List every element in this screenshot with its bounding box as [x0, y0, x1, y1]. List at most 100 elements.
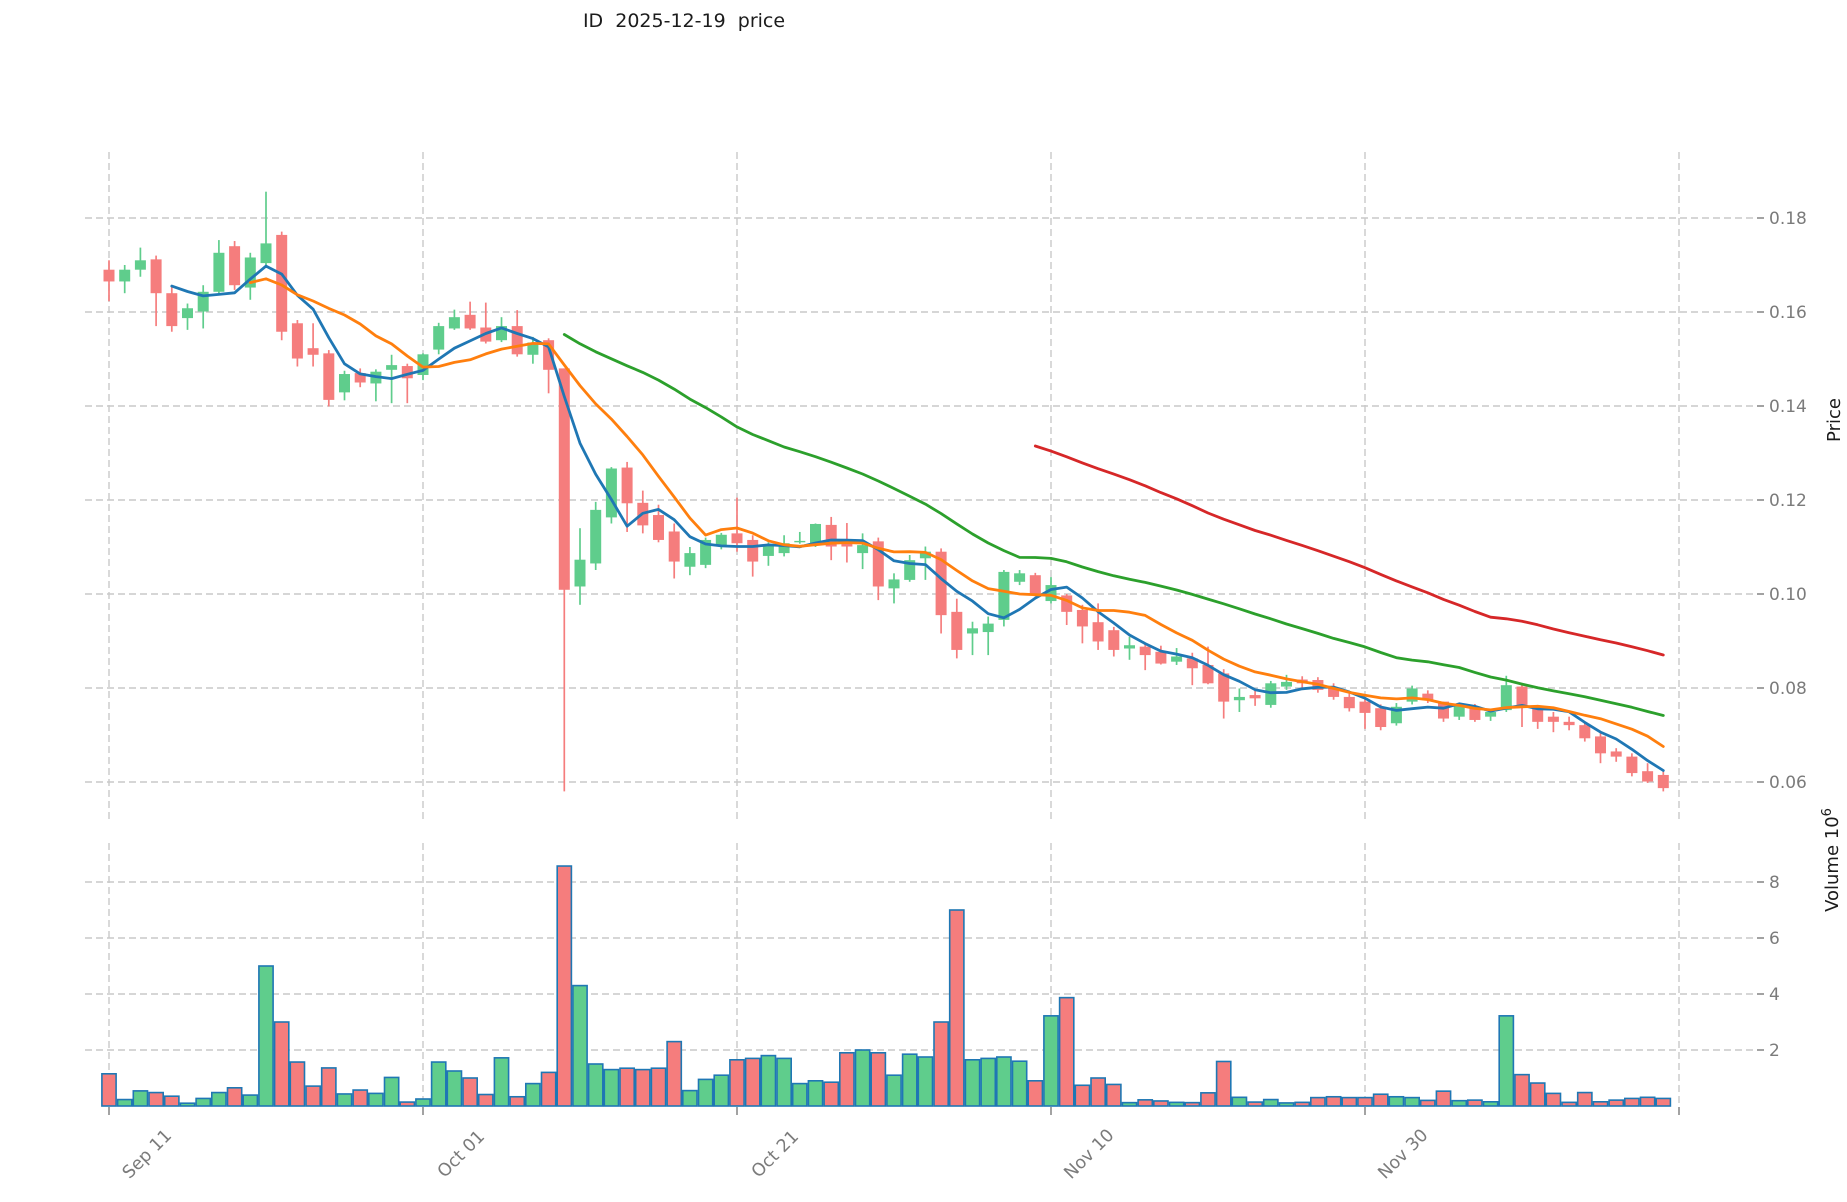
- volume-bar: [1639, 1096, 1656, 1107]
- volume-bar: [995, 1056, 1012, 1107]
- volume-bar: [1608, 1099, 1625, 1107]
- volume-bar: [666, 1040, 683, 1107]
- candle-body-up: [182, 308, 193, 319]
- price-tick-label: 0.08: [1769, 679, 1807, 699]
- candle-body-down: [1108, 630, 1120, 650]
- volume-bar: [681, 1089, 698, 1107]
- price-tick-label: 0.12: [1769, 491, 1807, 511]
- price-tick-label: 0.16: [1769, 303, 1807, 323]
- volume-bar: [101, 1073, 117, 1107]
- volume-bar: [603, 1068, 620, 1107]
- volume-bar: [1043, 1015, 1059, 1107]
- candle-body-down: [1642, 771, 1654, 782]
- candle-body-up: [1124, 645, 1135, 649]
- volume-bar: [1498, 1015, 1515, 1107]
- volume-bar: [1121, 1101, 1138, 1107]
- candle-body-down: [1155, 651, 1167, 664]
- candle-body-down: [1076, 609, 1088, 627]
- volume-bar: [886, 1074, 902, 1107]
- candle-body-down: [747, 539, 759, 562]
- volume-bar: [1168, 1101, 1185, 1107]
- volume-bar: [1561, 1101, 1577, 1107]
- candle-body-down: [150, 259, 162, 294]
- volume-bar: [1090, 1077, 1106, 1107]
- volume-bar: [462, 1077, 478, 1107]
- volume-bar: [383, 1076, 400, 1107]
- volume-bar: [1294, 1101, 1311, 1107]
- candle-body-up: [1281, 681, 1292, 687]
- candle-body-down: [1092, 622, 1104, 642]
- candle-body-down: [1202, 664, 1214, 684]
- candle-body-down: [103, 269, 115, 282]
- candle-bodies: [103, 234, 1669, 789]
- candle-body-down: [401, 366, 413, 379]
- candle-body-down: [291, 323, 303, 359]
- candle-body-up: [1045, 585, 1057, 602]
- volume-bar: [1576, 1091, 1593, 1107]
- candle-body-down: [276, 234, 288, 332]
- x-tick-label: Oct 21: [748, 1127, 803, 1182]
- volume-bar: [587, 1063, 604, 1107]
- candle-body-up: [919, 551, 931, 559]
- volume-bar: [1357, 1096, 1373, 1107]
- volume-bars: [101, 865, 1672, 1107]
- candle-body-down: [1610, 751, 1622, 757]
- volume-bar: [1278, 1102, 1295, 1107]
- candle-body-down: [825, 524, 837, 547]
- gridlines: [85, 152, 1755, 1106]
- price-axis-title: Price: [1824, 398, 1845, 442]
- x-tick-label: Oct 01: [434, 1127, 489, 1182]
- candle-body-down: [543, 340, 555, 370]
- volume-bar: [195, 1097, 212, 1107]
- candle-body-down: [872, 541, 884, 587]
- volume-bar: [776, 1057, 792, 1107]
- volume-bar: [352, 1089, 369, 1107]
- volume-tick-label: 6: [1769, 929, 1780, 949]
- candle-body-down: [166, 293, 178, 327]
- volume-bar: [807, 1080, 824, 1107]
- candle-body-down: [951, 611, 963, 650]
- candle-body-up: [1233, 696, 1245, 701]
- volume-bar: [1341, 1096, 1358, 1107]
- volume-bar: [477, 1093, 494, 1107]
- candle-body-up: [904, 560, 916, 580]
- candle-body-up: [715, 534, 727, 546]
- candle-body-down: [1516, 686, 1528, 705]
- candle-body-down: [1595, 736, 1606, 754]
- volume-bar: [823, 1081, 840, 1107]
- volume-bar: [163, 1095, 180, 1107]
- candle-body-up: [857, 545, 869, 554]
- volume-bar: [1215, 1060, 1232, 1107]
- volume-bar: [760, 1054, 777, 1107]
- volume-bar: [1200, 1092, 1216, 1107]
- candle-body-up: [590, 509, 602, 564]
- candle-body-up: [417, 354, 429, 375]
- candle-body-up: [1265, 683, 1277, 705]
- volume-bar: [964, 1059, 981, 1107]
- volume-bar: [901, 1053, 918, 1107]
- volume-bar: [1482, 1101, 1499, 1107]
- candle-body-down: [668, 531, 680, 562]
- volume-bar: [399, 1101, 416, 1107]
- candle-body-down: [1139, 646, 1151, 656]
- volume-bar: [1467, 1099, 1483, 1107]
- volume-bar: [493, 1057, 510, 1107]
- volume-bar: [1325, 1095, 1342, 1107]
- volume-bar: [116, 1098, 133, 1107]
- candle-body-down: [307, 348, 319, 355]
- candle-body-up: [134, 260, 146, 270]
- volume-bar: [870, 1052, 887, 1107]
- volume-bar: [1027, 1080, 1044, 1107]
- candle-body-up: [386, 365, 398, 370]
- volume-bar: [1624, 1097, 1640, 1107]
- volume-bar: [1011, 1060, 1028, 1107]
- volume-bar: [273, 1021, 290, 1107]
- candle-body-down: [511, 326, 523, 355]
- candle-body-up: [778, 543, 790, 554]
- ma-line-MA10: [248, 277, 1665, 748]
- x-tick-label: Nov 10: [1060, 1125, 1118, 1183]
- volume-bar: [634, 1068, 651, 1107]
- moving-average-lines: [170, 264, 1665, 772]
- candle-body-up: [197, 291, 209, 312]
